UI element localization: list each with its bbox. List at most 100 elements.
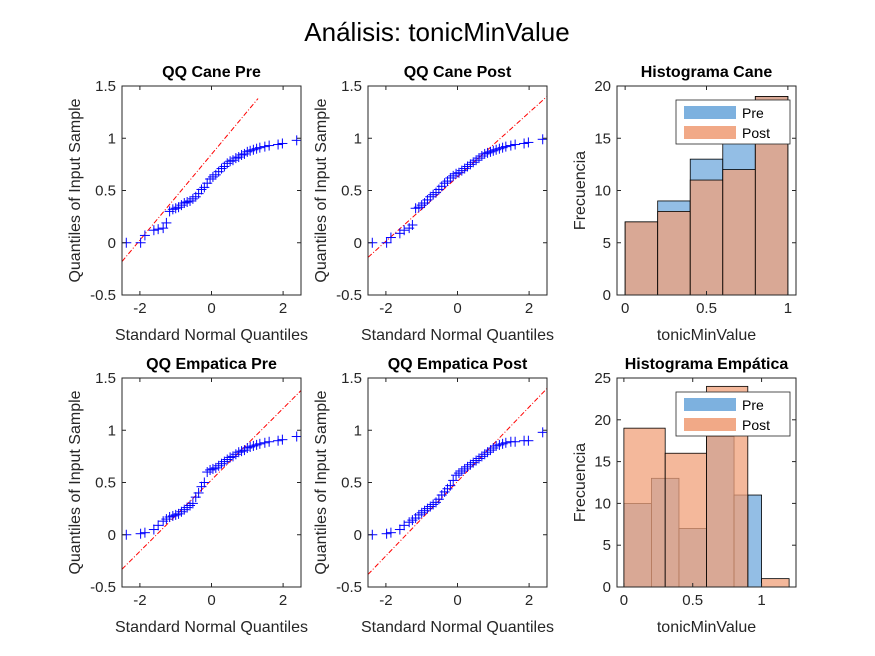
qq-point <box>291 135 301 146</box>
x-tick-label: 2 <box>279 592 287 609</box>
figure-title: Análisis: tonicMinValue <box>304 17 569 47</box>
qq-point <box>277 138 288 149</box>
x-tick-label: 1 <box>784 300 792 317</box>
x-axis-label: tonicMinValue <box>657 619 756 636</box>
x-tick-label: 0 <box>207 300 215 317</box>
y-tick-label: 0 <box>108 527 116 544</box>
qq-point <box>385 232 396 243</box>
y-tick-label: 0 <box>354 235 362 252</box>
qq-point <box>394 524 405 535</box>
legend-label: Post <box>742 417 770 433</box>
y-tick-label: 10 <box>594 495 611 512</box>
y-tick-label: 1 <box>108 130 116 147</box>
plot-content <box>624 96 789 295</box>
qq-point <box>537 427 547 438</box>
plot-area <box>368 378 547 587</box>
legend-swatch-pre <box>684 106 736 119</box>
subplot-title: QQ Empatica Post <box>388 356 528 373</box>
qq-point <box>510 139 521 150</box>
qq-point <box>264 436 275 447</box>
qq-point <box>161 217 172 228</box>
x-tick-label: -2 <box>379 300 392 317</box>
plot-area <box>122 378 301 587</box>
x-tick-label: 0 <box>620 592 628 609</box>
qq-point <box>537 134 547 145</box>
subplot-qq_empatica_pre: -2 0 2 -0.5 0 0.5 1 1.5 QQ Empatica Pre Standard … <box>67 356 308 636</box>
qq-point <box>259 141 270 152</box>
y-tick-label: -0.5 <box>336 579 362 596</box>
x-axis-label: Standard Normal Quantiles <box>361 327 554 344</box>
qq-point <box>500 437 511 448</box>
y-tick-label: 1.5 <box>95 78 116 95</box>
x-tick-label: 0 <box>621 300 629 317</box>
y-tick-label: 1.5 <box>95 370 116 387</box>
plot-content <box>368 388 547 575</box>
legend-label: Post <box>742 125 770 141</box>
histogram-bar-post <box>657 210 691 295</box>
qq-point <box>273 435 284 446</box>
qq-point <box>135 237 146 248</box>
qq-point <box>385 527 396 538</box>
qq-point <box>254 142 265 153</box>
y-tick-label: 10 <box>594 183 611 200</box>
qq-point <box>407 219 418 230</box>
qq-point <box>199 477 210 488</box>
y-tick-label: 15 <box>594 130 611 147</box>
qq-point <box>135 528 146 539</box>
y-tick-label: 0 <box>108 235 116 252</box>
x-axis-label: Standard Normal Quantiles <box>115 619 308 636</box>
qq-point <box>291 431 301 442</box>
y-tick-label: 25 <box>594 370 611 387</box>
x-tick-label: 2 <box>525 300 533 317</box>
qq-point <box>399 520 410 531</box>
qq-point <box>519 138 530 149</box>
legend-swatch-post <box>684 126 736 139</box>
x-axis-label: Standard Normal Quantiles <box>361 619 554 636</box>
subplots-container: -2 0 2 -0.5 0 0.5 1 1.5 QQ Cane Pre Standard Norm… <box>67 64 797 636</box>
y-axis-label: Quantiles of Input Sample <box>313 390 330 574</box>
subplot-title: Histograma Empática <box>625 356 789 373</box>
qq-point <box>381 237 392 248</box>
y-axis-label: Quantiles of Input Sample <box>67 390 84 574</box>
x-tick-label: 2 <box>525 592 533 609</box>
reference-line <box>368 96 547 258</box>
x-tick-label: 0 <box>453 592 461 609</box>
x-tick-label: -2 <box>133 592 146 609</box>
qq-point <box>148 524 159 535</box>
histogram-bar-pre <box>747 494 762 587</box>
x-tick-label: 0 <box>453 300 461 317</box>
y-axis-label: Frecuencia <box>572 151 589 230</box>
qq-point <box>264 140 275 151</box>
qq-point <box>148 225 159 236</box>
subplot-qq_empatica_post: -2 0 2 -0.5 0 0.5 1 1.5 QQ Empatica Post Standard… <box>313 356 554 636</box>
y-tick-label: 1 <box>354 422 362 439</box>
x-tick-label: 0.5 <box>682 592 703 609</box>
legend: Pre Post <box>675 99 791 145</box>
y-axis-label: Quantiles of Input Sample <box>67 98 84 282</box>
qq-point <box>523 137 534 148</box>
y-tick-label: 0 <box>603 579 611 596</box>
qq-point <box>523 435 534 446</box>
x-axis-label: tonicMinValue <box>657 327 756 344</box>
y-tick-label: 0.5 <box>341 183 362 200</box>
qq-point <box>381 528 392 539</box>
x-tick-label: 0.5 <box>696 300 717 317</box>
y-tick-label: 0 <box>603 287 611 304</box>
qq-point <box>445 480 456 491</box>
legend-label: Pre <box>742 105 764 121</box>
y-tick-label: 20 <box>594 412 611 429</box>
qq-point <box>448 475 459 486</box>
y-tick-label: 5 <box>603 235 611 252</box>
y-tick-label: 0 <box>354 527 362 544</box>
qq-point <box>153 224 164 235</box>
histogram-bar-post <box>623 427 666 587</box>
qq-point <box>399 225 410 236</box>
qq-point <box>277 434 288 445</box>
histogram-bar-post <box>689 179 724 295</box>
reference-line <box>122 390 301 570</box>
y-tick-label: 0.5 <box>341 475 362 492</box>
qq-point <box>510 436 521 447</box>
